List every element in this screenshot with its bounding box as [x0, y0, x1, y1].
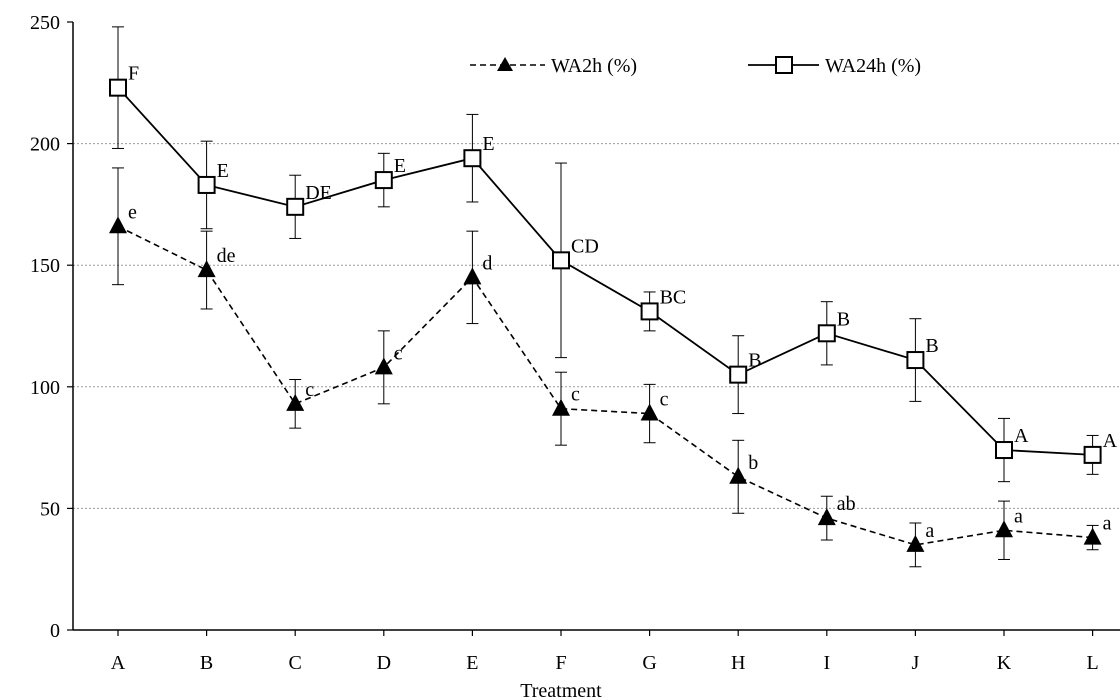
x-tick-labels: A B C D E F G H I J K L: [111, 630, 1099, 674]
data-point: [197, 175, 216, 194]
y-tick-label: 50: [40, 498, 60, 520]
series-wa24h: F E DE E E CD BC B B B A A: [109, 26, 1118, 483]
x-tick-label: A: [111, 652, 126, 674]
legend-marker-wa2h: [497, 57, 513, 71]
legend-marker-wa24h: [775, 56, 793, 74]
data-point: [906, 534, 925, 552]
significance-label: c: [660, 389, 669, 411]
data-point: [197, 260, 216, 278]
significance-label: de: [217, 245, 236, 267]
significance-label: d: [482, 252, 492, 274]
significance-label: c: [305, 379, 314, 401]
significance-label: e: [128, 201, 137, 223]
significance-label: a: [925, 520, 934, 542]
significance-label: c: [571, 384, 580, 406]
data-point: [109, 78, 127, 97]
significance-label: E: [482, 133, 494, 155]
x-tick-label: H: [731, 652, 745, 674]
x-tick-label: E: [466, 652, 478, 674]
x-tick-label: F: [555, 652, 566, 674]
significance-label: B: [748, 350, 761, 372]
x-tick-label: D: [377, 652, 391, 674]
significance-label: b: [748, 452, 758, 474]
y-tick-label: 250: [30, 12, 60, 34]
x-axis-title: Treatment: [520, 680, 602, 700]
legend: WA2h (%) WA24h (%): [470, 55, 921, 77]
series-line: [117, 87, 1093, 456]
x-tick-label: I: [823, 652, 830, 674]
significance-label: B: [837, 308, 850, 330]
x-tick-label: G: [642, 652, 656, 674]
data-point: [995, 441, 1013, 460]
data-point: [729, 365, 748, 384]
y-tick-labels: 0 50 100 150 200 250: [30, 12, 60, 642]
data-point: [463, 149, 482, 168]
significance-label: F: [128, 63, 139, 85]
data-point: [817, 324, 836, 343]
significance-label: B: [925, 335, 938, 357]
significance-label: a: [1103, 513, 1112, 535]
data-point: [463, 267, 482, 285]
data-point: [1083, 527, 1102, 545]
data-point: [1083, 445, 1102, 464]
data-point: [374, 357, 393, 375]
significance-label: CD: [571, 235, 599, 257]
significance-label: A: [1103, 430, 1118, 452]
data-point: [729, 466, 748, 484]
x-tick-label: J: [912, 652, 920, 674]
significance-label: a: [1014, 505, 1023, 527]
significance-label: BC: [660, 286, 687, 308]
x-tick-label: C: [289, 652, 302, 674]
significance-label: c: [394, 342, 403, 364]
significance-label: ab: [837, 493, 856, 515]
y-tick-label: 150: [30, 255, 60, 277]
series-line: [117, 225, 1093, 546]
data-point: [552, 398, 570, 416]
data-point: [286, 197, 305, 216]
y-tick-label: 100: [30, 377, 60, 399]
data-point: [552, 251, 570, 270]
y-tick-label: 0: [50, 620, 60, 642]
significance-label: E: [394, 155, 406, 177]
data-point: [995, 520, 1013, 538]
data-point: [906, 351, 925, 370]
data-point: [374, 171, 393, 190]
significance-label: E: [217, 160, 229, 182]
x-tick-label: L: [1086, 652, 1098, 674]
x-tick-label: K: [997, 652, 1012, 674]
x-tick-label: B: [200, 652, 213, 674]
y-tick-label: 200: [30, 134, 60, 156]
data-point: [286, 393, 305, 411]
data-point: [817, 508, 836, 526]
data-point: [640, 302, 659, 321]
data-point: [640, 403, 659, 421]
data-point: [109, 216, 127, 234]
significance-label: A: [1014, 425, 1029, 447]
series-wa2h: e de c c d c c b ab a a a: [109, 167, 1112, 568]
gridlines: [67, 21, 1120, 631]
series: e de c c d c c b ab a a a F E DE E E CD BC B B B A A: [109, 26, 1118, 568]
legend-label-wa24h: WA24h (%): [825, 55, 921, 77]
axes: [72, 22, 1120, 631]
significance-label: DE: [305, 182, 332, 204]
legend-label-wa2h: WA2h (%): [551, 55, 637, 77]
